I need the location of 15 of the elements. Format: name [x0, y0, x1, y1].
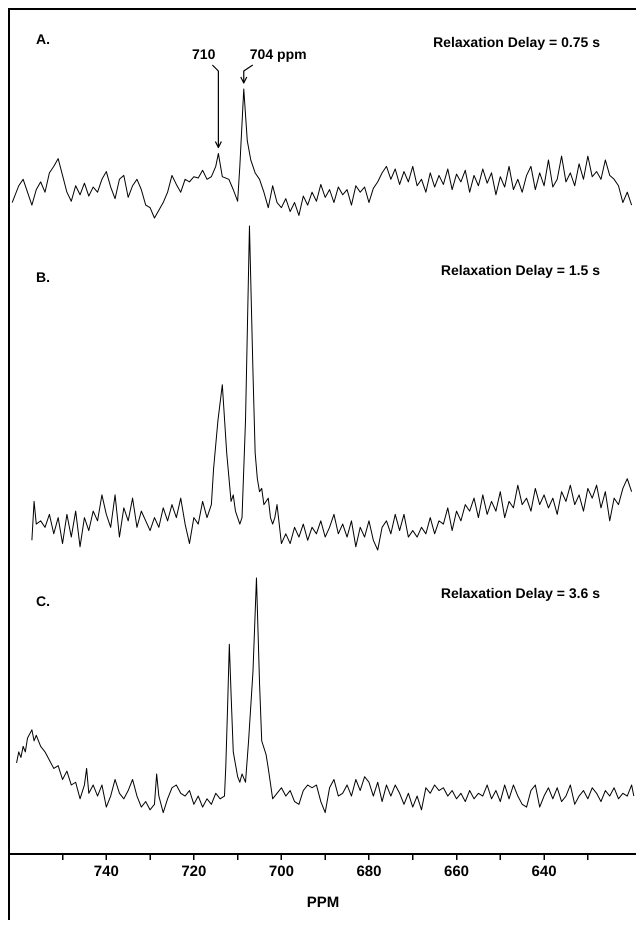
text: B. [36, 268, 50, 285]
text: Relaxation Delay = 1.5 s [440, 262, 600, 278]
x-tick-label: 660 [444, 863, 470, 880]
x-tick-label: 640 [532, 863, 557, 880]
annotation: 710 [192, 46, 216, 62]
text: C. [36, 592, 50, 609]
annotation: 704 ppm [250, 46, 307, 62]
x-tick-label: 720 [181, 863, 206, 880]
x-tick-label: 740 [94, 863, 119, 880]
x-tick-label: 680 [356, 863, 382, 880]
text: Relaxation Delay = 3.6 s [440, 584, 600, 601]
chart-title: A. [36, 30, 50, 47]
x-tick-label: 700 [268, 863, 294, 880]
x-axis-title: PPM [306, 894, 340, 912]
chart-subtitle: Relaxation Delay = 0.75 s [433, 34, 600, 50]
